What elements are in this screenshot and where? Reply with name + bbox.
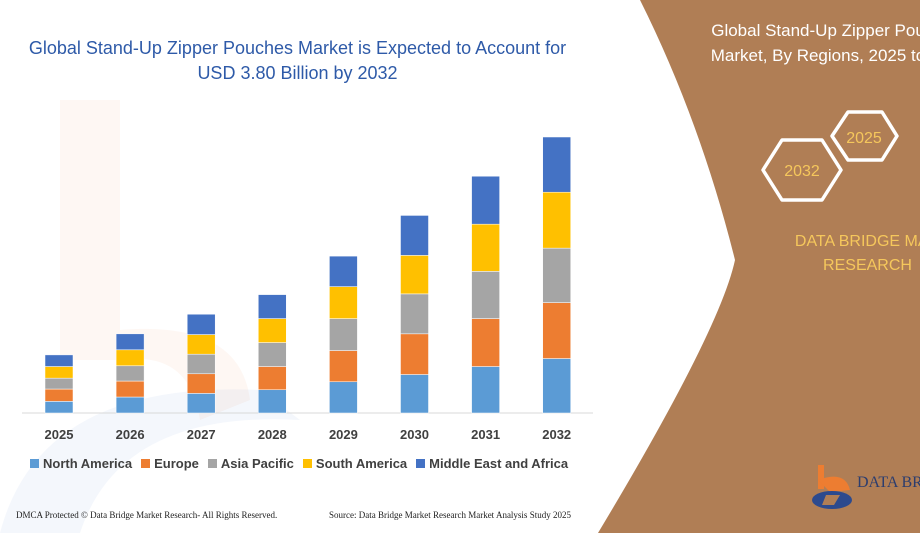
chart-title: Global Stand-Up Zipper Pouches Market is… [28,38,567,83]
panel-background [598,0,920,533]
x-tick-label: 2031 [471,427,500,442]
bar-segment-2032-asia-pacific [542,247,571,303]
bar-segment-2025-south-america [44,366,74,379]
bar-segment-2031-south-america [471,223,500,272]
panel-title: Global Stand-Up Zipper Pou Market, By Re… [688,18,920,68]
bar-segment-2026-north-america [115,396,145,414]
bar-segment-2029-north-america [329,381,358,414]
panel-title-line2: Market, By Regions, 2025 to [710,46,920,65]
legend-label: South America [315,456,408,471]
bar-segment-2030-europe [400,333,429,375]
bar-segment-2032-south-america [542,191,571,249]
bar-segment-2032-middle-east-and-africa [542,136,571,193]
bar-segment-2031-north-america [471,366,500,414]
legend-swatch [30,459,39,468]
x-tick-label: 2027 [187,427,216,442]
bar-segment-2025-asia-pacific [44,377,74,390]
legend-label: Europe [154,456,199,471]
bar-segment-2027-north-america [186,393,216,414]
brand-line2: RESEARCH [823,257,912,274]
bar-segment-2028-south-america [258,318,287,343]
bar-segment-2028-asia-pacific [258,342,287,367]
x-tick-label: 2028 [258,427,287,442]
data-bridge-logo [812,465,852,509]
hexagon-2032: 2032 [761,138,843,202]
legend-item: Asia Pacific [207,456,294,471]
bar-segment-2031-asia-pacific [471,271,500,319]
bar-segment-2028-europe [258,366,287,391]
brand-text: DATA BRIDGE MAR RESEARCH [760,230,920,278]
legend-item: Europe [141,456,199,471]
legend-label: Asia Pacific [220,456,294,471]
bar-segment-2025-north-america [44,401,74,414]
legend-item: South America [302,456,408,471]
logo-text: DATA BRI [857,474,920,491]
bar-segment-2030-asia-pacific [400,293,429,335]
bar-segment-2027-south-america [186,334,216,355]
brand-line1: DATA BRIDGE MAR [794,233,920,250]
bar-segment-2026-europe [115,380,145,398]
x-tick-label: 2026 [116,427,145,442]
bar-segment-2027-asia-pacific [186,353,216,375]
hex-label-2025: 2025 [846,130,882,147]
bar-segment-2030-south-america [400,255,429,295]
legend-swatch [207,459,217,468]
bar-segment-2031-europe [471,318,500,367]
bar-segment-2030-north-america [400,374,429,414]
bar-segment-2029-europe [329,350,358,383]
hexagon-2025: 2025 [830,110,899,162]
bar-segment-2029-asia-pacific [329,318,358,351]
x-tick-label: 2029 [329,427,358,442]
legend-item: North America [30,456,132,471]
panel-title-line1: Global Stand-Up Zipper Pou [711,21,920,40]
stacked-bar-chart: 2025 2026 2027 2028 2029 2030 2031 2032 [22,136,593,442]
legend-item: Middle East and Africa [416,456,568,471]
bar-segment-2028-north-america [258,389,287,414]
bar-segment-2029-middle-east-and-africa [329,255,358,287]
bar-segment-2026-middle-east-and-africa [115,333,145,351]
bar-segment-2028-middle-east-and-africa [258,294,287,319]
bar-segment-2029-south-america [329,286,358,319]
x-tick-label: 2025 [45,427,74,442]
bar-segment-2025-europe [44,388,74,402]
legend-swatch [416,459,426,468]
bar-segment-2027-europe [186,373,216,394]
footer-copyright: DMCA Protected © Data Bridge Market Rese… [16,510,278,520]
hex-label-2032: 2032 [784,163,820,180]
legend: North America Europe Asia Pacific South Ame… [30,456,568,471]
x-tick-label: 2032 [542,427,571,442]
bar-segment-2030-middle-east-and-africa [400,215,429,256]
x-tick-label: 2030 [400,427,429,442]
legend-swatch [141,459,151,468]
bar-segment-2032-europe [542,302,571,359]
bar-segment-2026-asia-pacific [115,365,145,382]
bar-segment-2025-middle-east-and-africa [44,354,74,367]
legend-swatch [302,459,312,468]
bar-segment-2027-middle-east-and-africa [186,313,216,335]
legend-label: Middle East and Africa [429,456,569,471]
bar-segment-2026-south-america [115,349,145,367]
legend-label: North America [43,456,133,471]
bar-segment-2032-north-america [542,358,571,414]
bar-segment-2031-middle-east-and-africa [471,175,500,225]
footer-source: Source: Data Bridge Market Research Mark… [329,510,571,520]
